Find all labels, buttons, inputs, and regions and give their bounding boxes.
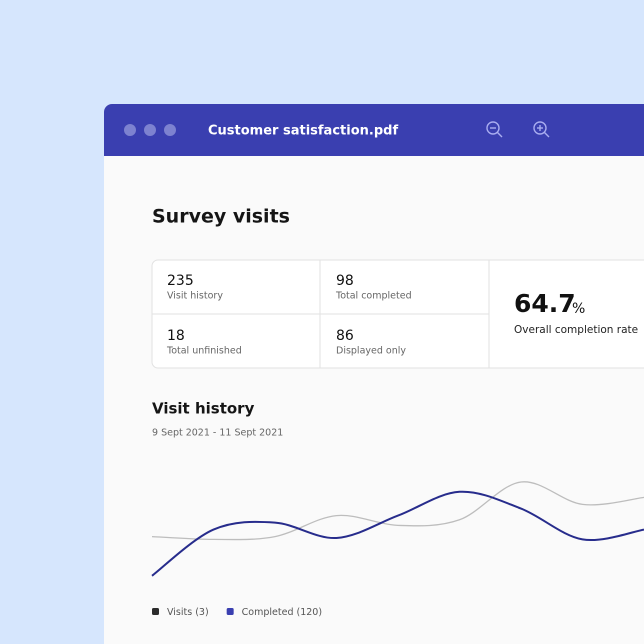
chart-title: Visit history bbox=[152, 400, 255, 418]
window-dot[interactable] bbox=[164, 124, 176, 136]
legend-swatch bbox=[152, 608, 159, 615]
stat-label: Total unfinished bbox=[166, 346, 242, 357]
stat-label: Displayed only bbox=[336, 346, 406, 357]
stat-value: 235 bbox=[167, 273, 194, 289]
legend-label: Completed (120) bbox=[242, 607, 322, 618]
title-bar bbox=[104, 104, 644, 156]
zoom-out[interactable] bbox=[486, 121, 503, 138]
heading: Survey visits bbox=[152, 206, 290, 228]
chart-subtitle: 9 Sept 2021 - 11 Sept 2021 bbox=[152, 428, 283, 439]
stat-value: 98 bbox=[336, 273, 354, 289]
stat-label: Visit history bbox=[167, 291, 223, 302]
stat-label: Total completed bbox=[335, 291, 412, 302]
completion-value: 64.7 bbox=[514, 289, 576, 318]
window bbox=[104, 104, 644, 644]
window-dot[interactable] bbox=[144, 124, 156, 136]
window-title: Customer satisfaction.pdf bbox=[208, 124, 398, 139]
completion-label: Overall completion rate bbox=[514, 324, 638, 336]
stat-value: 86 bbox=[336, 328, 354, 344]
series-line bbox=[151, 481, 644, 541]
stat-value: 18 bbox=[167, 328, 185, 344]
window-dot[interactable] bbox=[124, 124, 136, 136]
legend-label: Visits (3) bbox=[167, 607, 209, 618]
zoom-in[interactable] bbox=[533, 121, 550, 138]
completion-unit: % bbox=[572, 301, 585, 317]
series-line bbox=[151, 490, 644, 577]
legend-swatch bbox=[226, 608, 234, 615]
